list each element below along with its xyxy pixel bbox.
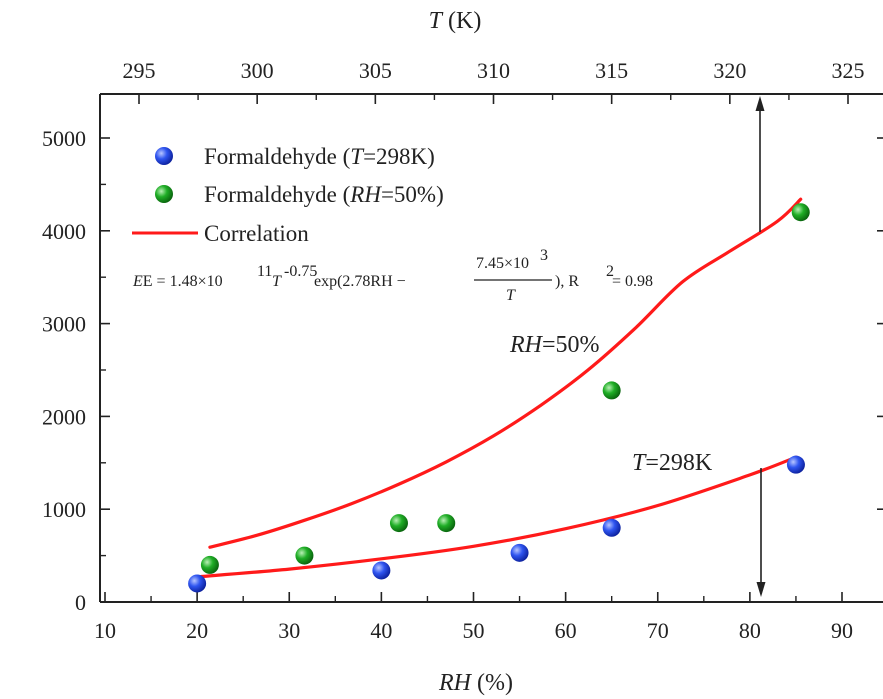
data-point-green (200, 555, 219, 574)
data-points (188, 203, 810, 593)
y-tick-label: 0 (75, 590, 86, 615)
x-top-tick-label: 295 (123, 58, 156, 83)
x-bottom-tick-label: 30 (278, 618, 300, 643)
svg-text:3: 3 (540, 247, 548, 264)
y-tick-label: 4000 (42, 219, 86, 244)
svg-text:exp(2.78RH −: exp(2.78RH − (314, 273, 406, 290)
axis-ticks (100, 94, 883, 603)
svg-text:7.45×10: 7.45×10 (476, 255, 529, 272)
x-bottom-tick-label: 50 (463, 618, 485, 643)
data-point-green (295, 546, 314, 565)
x-top-axis-title: T (K) (429, 8, 482, 34)
legend-marker-blue (155, 147, 173, 165)
data-point-blue (786, 455, 805, 474)
svg-text:= 0.98: = 0.98 (612, 273, 653, 290)
y-tick-label: 1000 (42, 497, 86, 522)
data-point-blue (510, 543, 529, 562)
arrow-to-bottom-axis (756, 468, 766, 597)
x-top-tick-label: 305 (359, 58, 392, 83)
curve-label-t298: T=298K (632, 450, 713, 476)
x-bottom-tick-label: 60 (555, 618, 577, 643)
data-point-green (437, 514, 456, 533)
x-bottom-tick-label: 90 (831, 618, 853, 643)
y-tick-label: 3000 (42, 312, 86, 337)
legend-label-1: Formaldehyde (T=298K) (204, 144, 435, 169)
correlation-curve-t298 (195, 455, 798, 579)
legend: Formaldehyde (T=298K) Formaldehyde (RH=5… (132, 144, 444, 246)
x-top-tick-label: 315 (595, 58, 628, 83)
legend-marker-green (155, 185, 173, 203)
y-tick-label: 2000 (42, 404, 86, 429)
svg-text:EE = 1.48×10: EE = 1.48×10 (132, 273, 223, 290)
x-bottom-tick-label: 10 (94, 618, 116, 643)
svg-text:T: T (272, 273, 282, 290)
arrow-to-top-axis (755, 96, 765, 232)
legend-label-2: Formaldehyde (RH=50%) (204, 182, 444, 207)
x-top-tick-label: 300 (241, 58, 274, 83)
x-top-tick-label: 310 (477, 58, 510, 83)
svg-text:11: 11 (257, 263, 272, 280)
legend-label-3: Correlation (204, 221, 309, 246)
svg-text:T: T (506, 287, 516, 304)
data-point-green (791, 203, 810, 222)
data-point-green (602, 381, 621, 400)
x-bottom-tick-label: 70 (647, 618, 669, 643)
x-top-tick-label: 320 (713, 58, 746, 83)
x-top-tick-label: 325 (832, 58, 865, 83)
x-bottom-tick-label: 80 (739, 618, 761, 643)
data-point-blue (188, 574, 207, 593)
correlation-curves (195, 197, 803, 579)
svg-text:-0.75: -0.75 (284, 263, 317, 280)
svg-text:2: 2 (606, 263, 614, 280)
data-point-blue (602, 518, 621, 537)
x-bottom-axis-title: RH (%) (438, 670, 513, 696)
data-point-blue (372, 561, 391, 580)
data-point-green (389, 514, 408, 533)
correlation-curve-rh50 (208, 197, 803, 549)
y-tick-label: 5000 (42, 126, 86, 151)
svg-text:), R: ), R (555, 273, 579, 290)
x-bottom-tick-label: 20 (186, 618, 208, 643)
correlation-equation: EE = 1.48×10 11 T -0.75 exp(2.78RH − 7.4… (132, 247, 653, 304)
x-bottom-tick-label: 40 (370, 618, 392, 643)
curve-label-rh50: RH=50% (509, 332, 600, 358)
